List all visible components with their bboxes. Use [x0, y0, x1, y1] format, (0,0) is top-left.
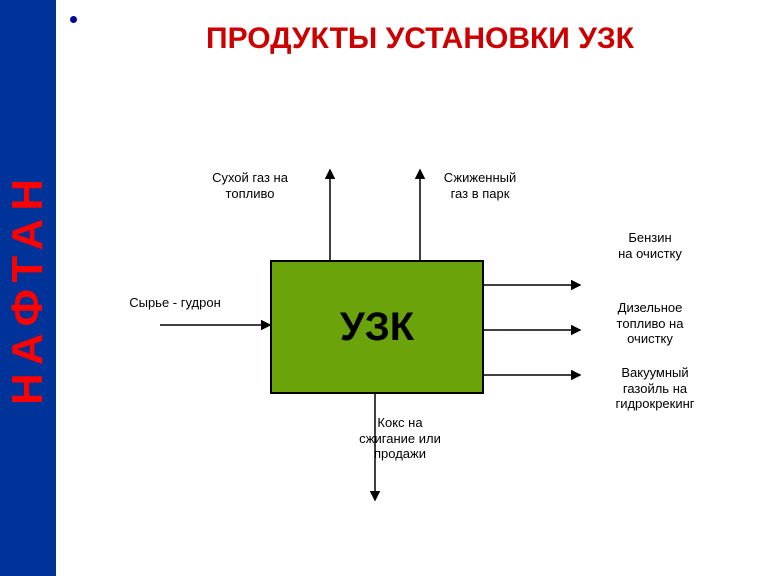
label-diesel: Дизельноетопливо наочистку [590, 300, 710, 347]
brand-text: НАФТАН [6, 171, 50, 405]
label-feed: Сырье - гудрон [110, 295, 240, 311]
label-dry-gas: Сухой газ натопливо [190, 170, 310, 201]
process-box: УЗК [270, 260, 484, 394]
label-lpg: Сжиженныйгаз в парк [420, 170, 540, 201]
label-coke: Кокс насжигание илипродажи [330, 415, 470, 462]
flow-diagram: УЗК Сухой газ натопливо Сжиженныйгаз в пар… [100, 130, 740, 560]
label-vgo: Вакуумныйгазойль нагидрокрекинг [590, 365, 720, 412]
label-gasoline: Бензинна очистку [590, 230, 710, 261]
slide-title: ПРОДУКТЫ УСТАНОВКИ УЗК [100, 20, 740, 58]
brand-sidebar: НАФТАН [0, 0, 56, 576]
bullet-dot [70, 16, 77, 23]
